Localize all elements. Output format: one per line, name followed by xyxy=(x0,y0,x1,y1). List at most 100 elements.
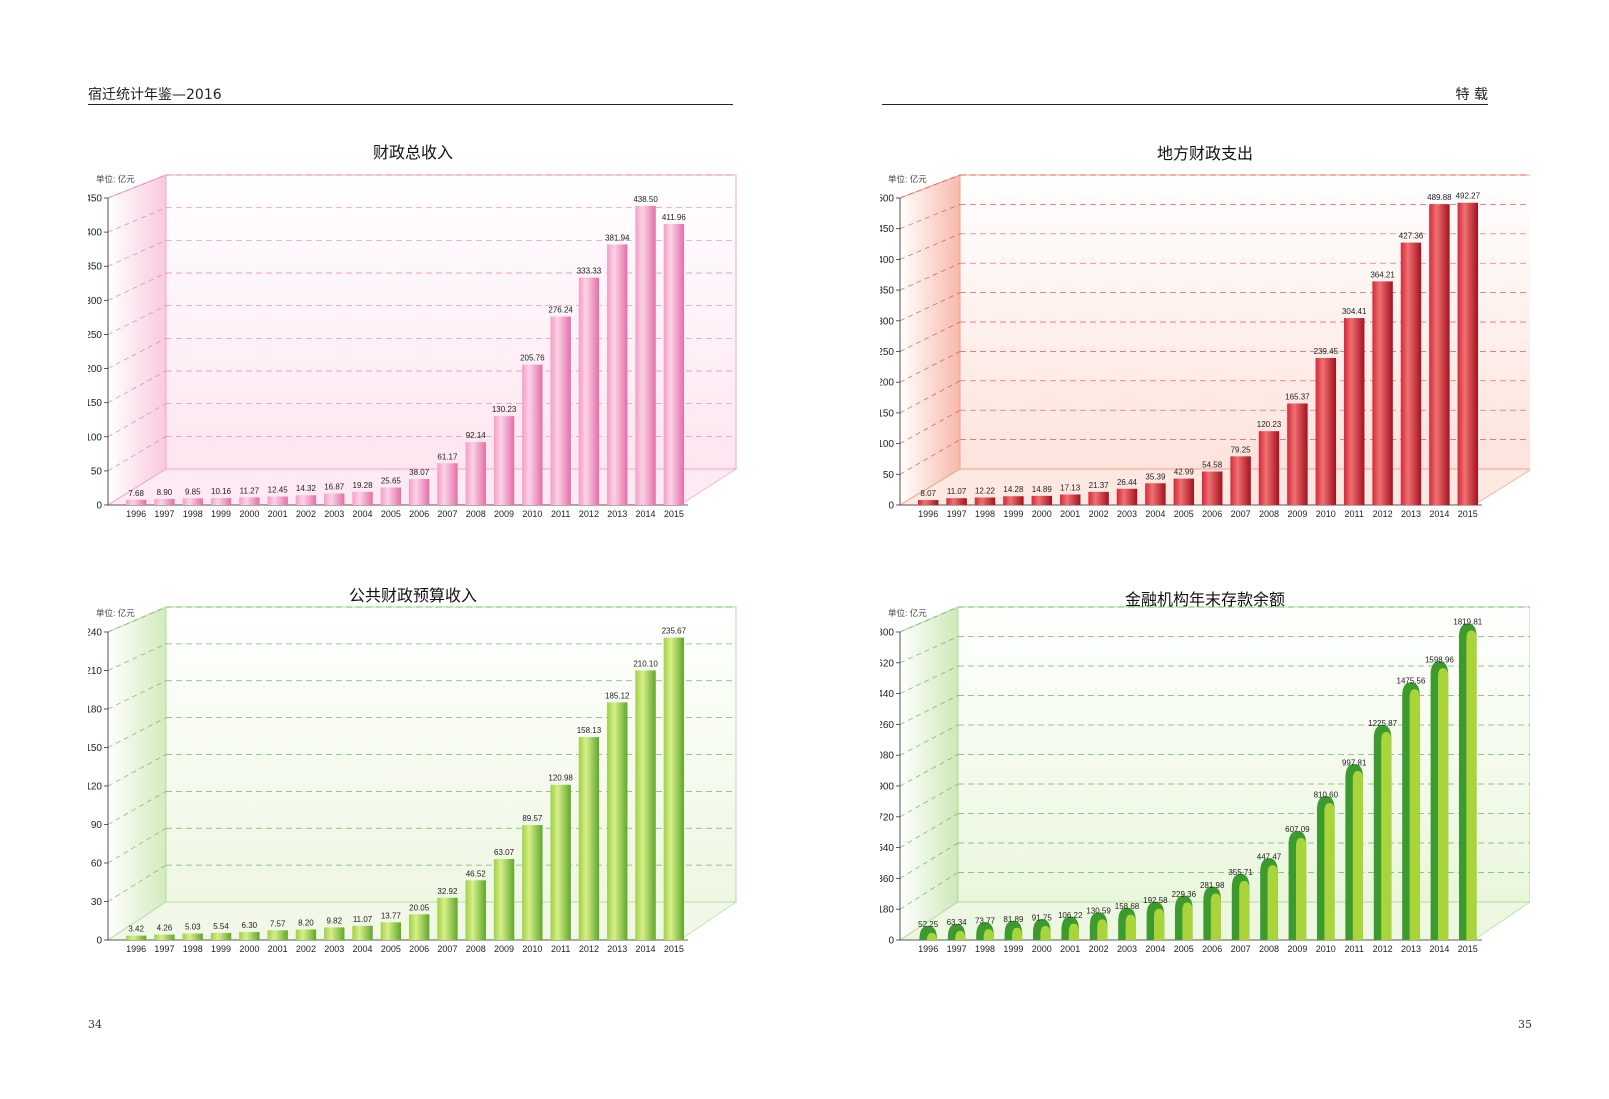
bar-highlight xyxy=(1239,880,1250,940)
data-label: 447.47 xyxy=(1257,852,1282,861)
data-label: 11.07 xyxy=(353,915,373,924)
bar xyxy=(550,316,571,505)
gridline-side xyxy=(107,174,167,199)
bar xyxy=(1201,471,1223,505)
chart-svg: 0 30 60 90 120 150 180 210 240 单位: 亿元 1996 1997 1998… xyxy=(85,606,738,954)
bar xyxy=(1059,494,1081,505)
gridline-side xyxy=(899,665,959,694)
data-label: 9.85 xyxy=(185,487,201,496)
gridline-side xyxy=(899,754,959,787)
bar xyxy=(493,416,515,505)
bar-highlight xyxy=(1267,865,1278,940)
data-label: 32.92 xyxy=(437,887,458,896)
y-tick-label: 250 xyxy=(880,347,894,358)
data-label: 14.32 xyxy=(296,484,317,493)
data-label: 8.20 xyxy=(298,918,314,927)
bar xyxy=(1145,483,1166,505)
bar xyxy=(607,244,628,505)
data-label: 810.60 xyxy=(1314,790,1339,799)
data-label: 165.37 xyxy=(1285,392,1310,401)
x-tick-label: 1996 xyxy=(918,509,938,519)
y-tick-label: 500 xyxy=(880,194,894,205)
x-tick-label: 2006 xyxy=(409,944,429,954)
data-label: 381.94 xyxy=(605,233,630,242)
gridline-side xyxy=(899,380,961,414)
y-tick-label: 1620 xyxy=(880,658,894,669)
data-label: 1819.81 xyxy=(1453,618,1482,627)
x-tick-label: 2001 xyxy=(1060,944,1080,954)
x-tick-label: 2008 xyxy=(1259,944,1279,954)
bar xyxy=(1429,204,1450,505)
data-label: 63.34 xyxy=(947,918,968,927)
chart-title: 财政总收入 xyxy=(372,143,453,162)
y-tick-label: 900 xyxy=(880,782,894,793)
data-label: 185.12 xyxy=(605,691,630,700)
gridline-side xyxy=(899,409,961,444)
x-tick-label: 1997 xyxy=(947,944,967,954)
y-tick-label: 150 xyxy=(880,408,894,419)
data-label: 16.87 xyxy=(324,482,345,491)
data-label: 61.17 xyxy=(437,452,458,461)
x-tick-label: 2007 xyxy=(1231,509,1251,519)
data-label: 12.22 xyxy=(975,486,996,495)
data-label: 38.07 xyxy=(409,468,430,477)
data-label: 13.77 xyxy=(381,911,402,920)
x-tick-label: 2014 xyxy=(636,509,656,519)
y-tick-label: 120 xyxy=(88,782,102,793)
bar-highlight xyxy=(1097,919,1108,940)
bar-highlight xyxy=(1011,927,1023,940)
data-label: 281.98 xyxy=(1200,881,1225,890)
gridline-side xyxy=(107,370,167,403)
chart-svg: 0 50 100 150 200 250 300 350 400 450 单位: 亿元 1996 199… xyxy=(85,174,738,519)
bar xyxy=(182,498,203,505)
x-tick-label: 2010 xyxy=(1316,944,1336,954)
y-tick-label: 720 xyxy=(880,812,894,823)
bar xyxy=(663,637,685,940)
x-tick-label: 2007 xyxy=(1231,944,1251,954)
data-label: 91.75 xyxy=(1032,913,1053,922)
bar-highlight xyxy=(1040,926,1051,940)
x-tick-label: 2014 xyxy=(636,944,656,954)
bar xyxy=(408,914,430,940)
gridline-side xyxy=(107,338,167,369)
data-label: 7.68 xyxy=(128,489,144,498)
bar xyxy=(1003,496,1024,505)
x-tick-label: 2013 xyxy=(1401,509,1421,519)
bar xyxy=(578,277,600,505)
header-right-rule xyxy=(882,104,1488,105)
x-tick-label: 2009 xyxy=(494,944,514,954)
x-tick-label: 2012 xyxy=(1373,509,1393,519)
side-wall xyxy=(899,174,961,506)
data-label: 489.88 xyxy=(1427,193,1452,202)
x-tick-label: 2005 xyxy=(1174,509,1194,519)
x-tick-label: 2003 xyxy=(324,509,344,519)
y-tick-label: 0 xyxy=(888,936,894,947)
x-tick-label: 2002 xyxy=(1089,944,1109,954)
x-tick-label: 2008 xyxy=(466,944,486,954)
x-tick-label: 2015 xyxy=(1458,944,1478,954)
data-label: 130.23 xyxy=(492,405,517,414)
data-label: 607.09 xyxy=(1285,825,1310,834)
data-label: 14.89 xyxy=(1032,485,1053,494)
data-label: 79.25 xyxy=(1231,445,1252,454)
data-label: 11.07 xyxy=(947,487,967,496)
gridline-side xyxy=(899,872,959,910)
y-tick-label: 400 xyxy=(88,228,102,239)
x-tick-label: 2002 xyxy=(1089,509,1109,519)
x-tick-label: 2015 xyxy=(664,944,684,954)
bar xyxy=(182,933,203,940)
x-tick-label: 2010 xyxy=(1316,509,1336,519)
y-tick-label: 1440 xyxy=(880,689,894,700)
data-label: 20.05 xyxy=(409,903,430,912)
x-tick-label: 2014 xyxy=(1429,944,1449,954)
bar xyxy=(352,925,373,940)
data-label: 17.13 xyxy=(1060,483,1081,492)
chart-panel-1: 财政总收入 0 50 100 150 200 250 300 350 400 450 单位: 亿元 1… xyxy=(85,135,738,535)
data-label: 19.28 xyxy=(353,481,374,490)
bar xyxy=(1116,488,1138,505)
bar xyxy=(578,737,600,940)
data-label: 9.82 xyxy=(326,916,342,925)
bar xyxy=(267,930,288,940)
y-tick-label: 400 xyxy=(880,255,894,266)
bar-highlight xyxy=(1182,902,1193,940)
